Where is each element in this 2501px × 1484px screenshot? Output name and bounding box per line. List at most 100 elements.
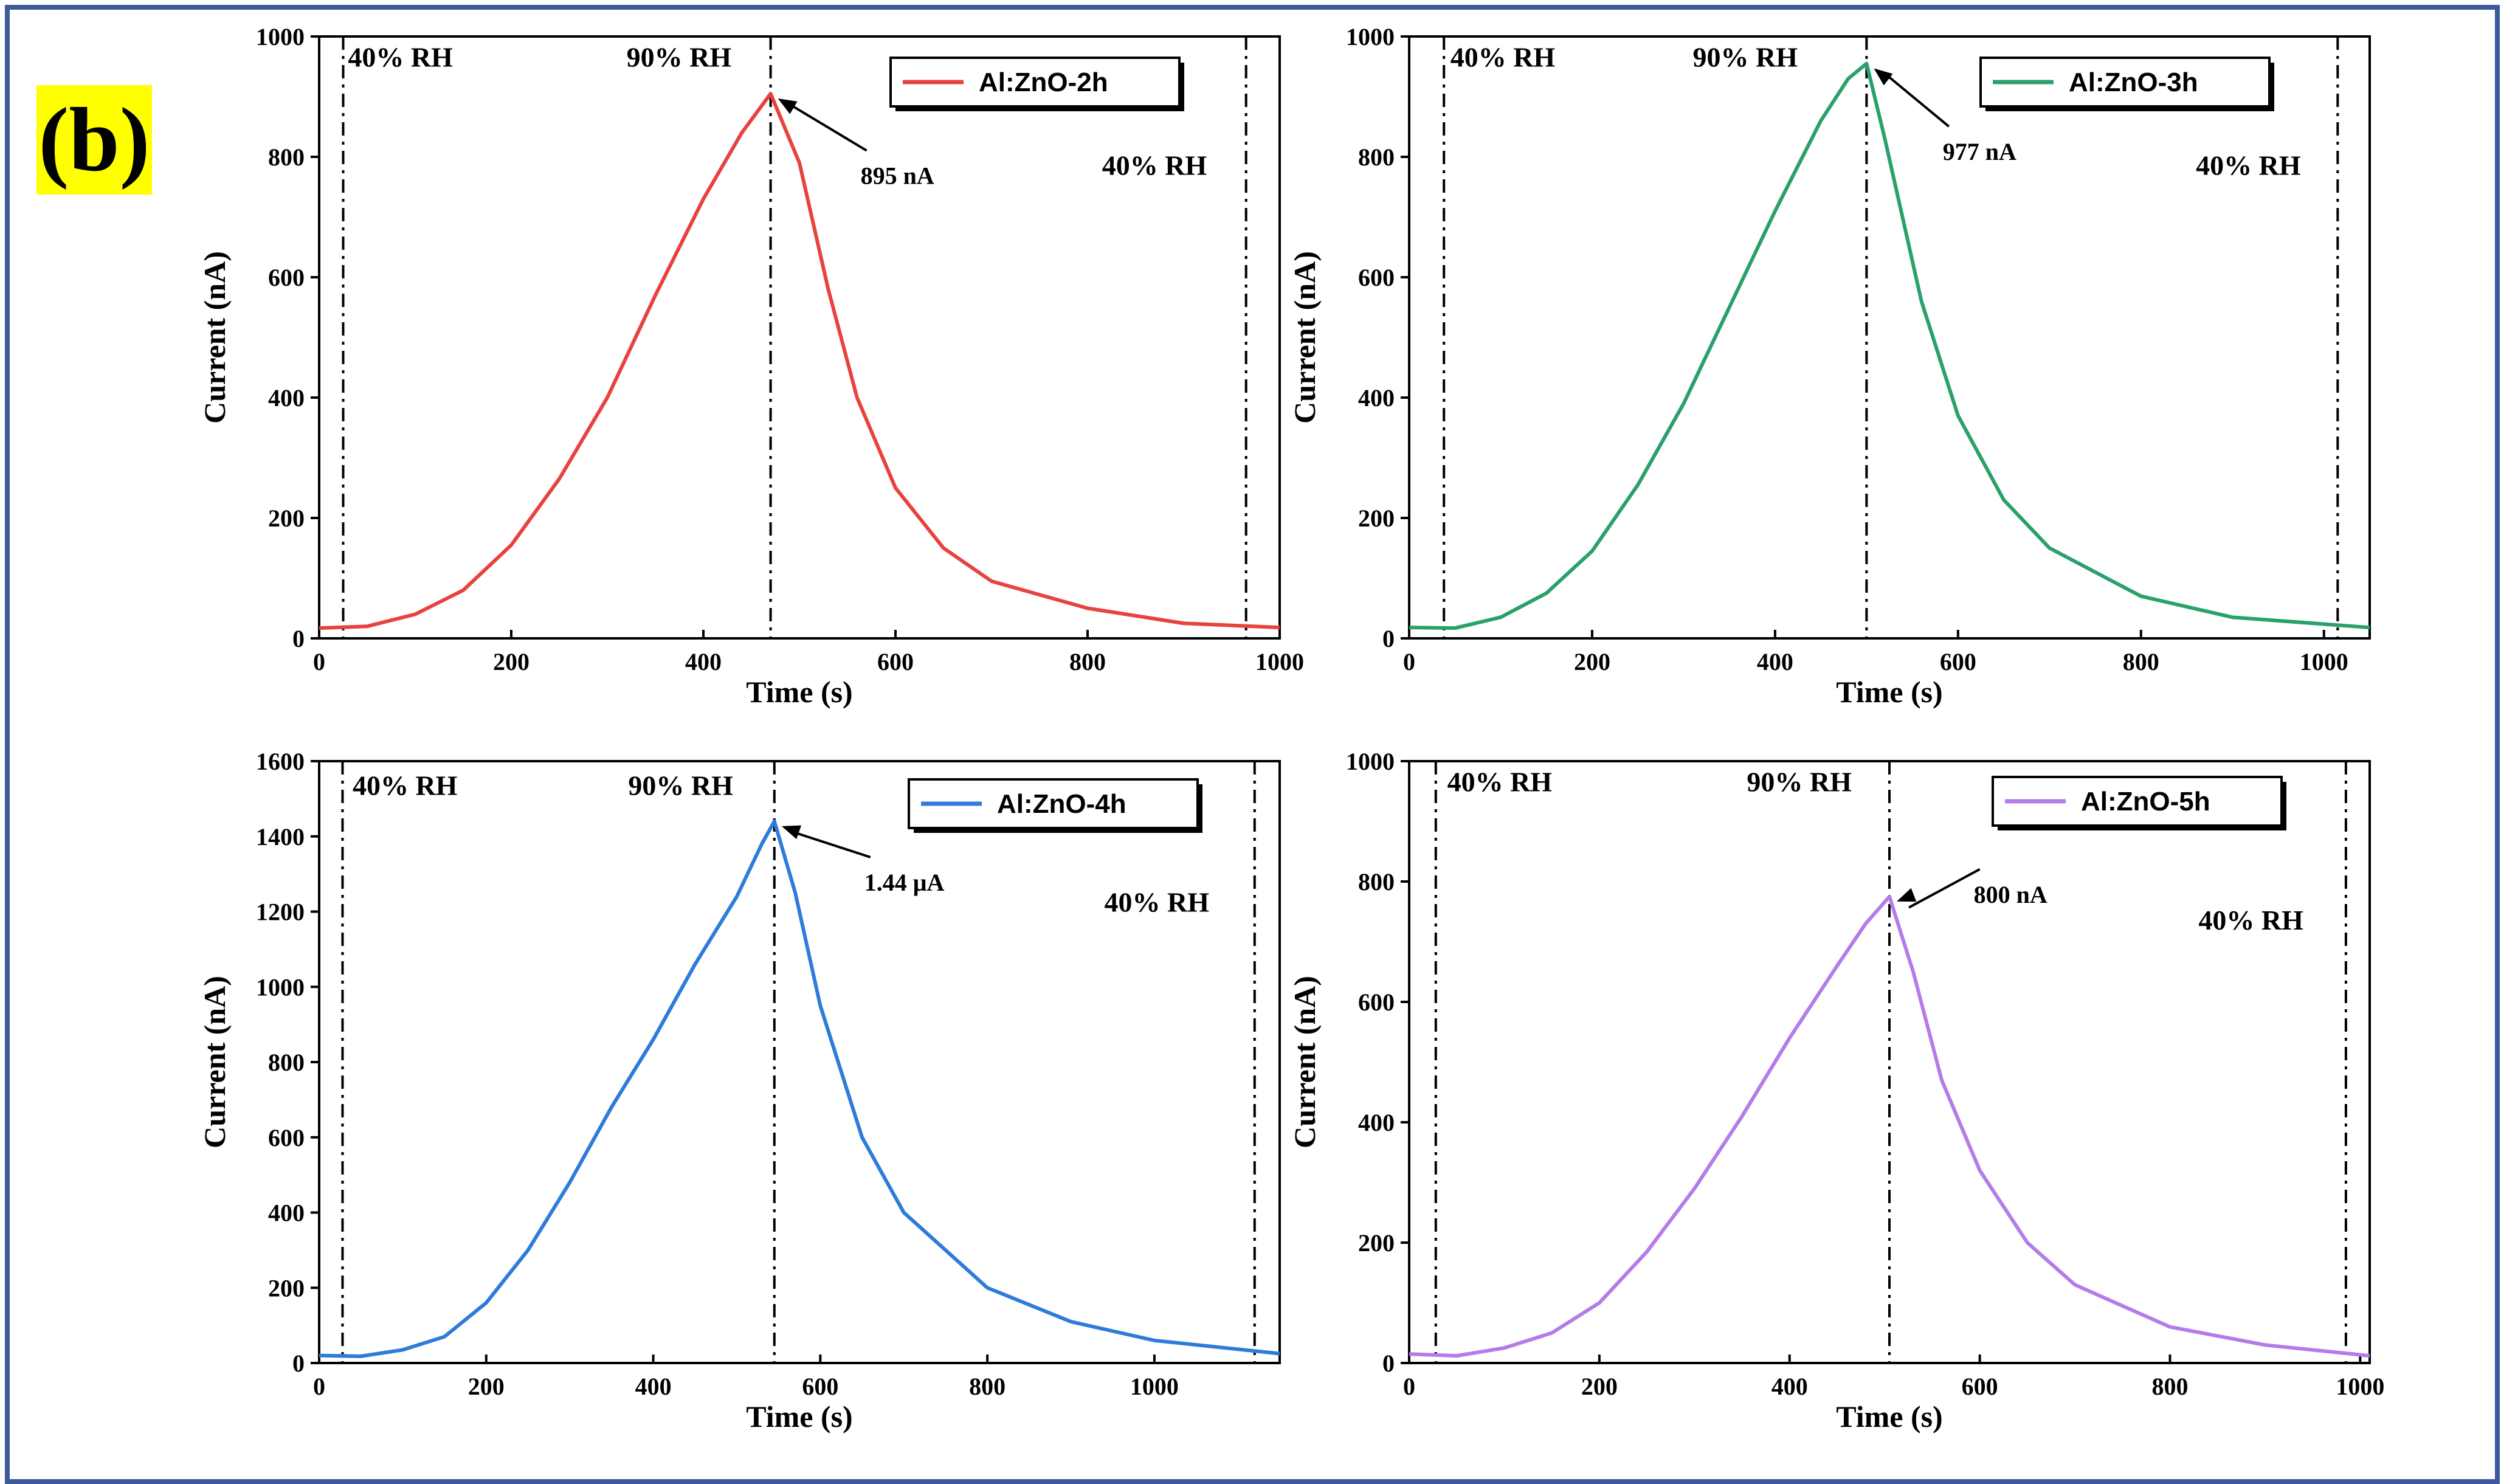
x-tick-label: 600 — [802, 1373, 838, 1400]
y-tick-label: 800 — [268, 1049, 305, 1076]
y-tick-label: 400 — [268, 384, 305, 412]
chart-3: 0 200 400 600 800 1000 0 200 400 600 800 1000 1200 14… — [198, 748, 1281, 1434]
rh-label: 90% RH — [1692, 42, 1798, 73]
plot-frame — [318, 35, 1281, 640]
x-axis-title: Time (s) — [746, 675, 852, 709]
y-tick-label: 800 — [1358, 143, 1395, 171]
y-axis-title: Current (nA) — [1288, 251, 1322, 424]
chart-1: 0 200 400 600 800 1000 0 200 400 600 800 1000 Time (… — [198, 23, 1304, 709]
annotation-label: 1.44 μA — [864, 869, 945, 896]
series-line — [1409, 894, 2370, 1358]
rh-label: 40% RH — [1447, 767, 1553, 798]
x-tick-label: 400 — [685, 648, 722, 675]
series-line — [1409, 61, 2370, 630]
plot-frame — [1408, 35, 2371, 640]
y-tick-label: 400 — [268, 1199, 305, 1227]
y-axis-title: Current (nA) — [198, 976, 232, 1148]
y-tick-label: 1000 — [256, 973, 305, 1001]
y-tick-label: 400 — [1358, 1109, 1395, 1136]
x-tick-label: 400 — [635, 1373, 672, 1400]
x-tick-label: 400 — [1757, 648, 1793, 675]
figure-frame — [5, 5, 2500, 1484]
x-tick-label: 600 — [877, 648, 914, 675]
y-tick-label: 1000 — [1346, 748, 1395, 775]
rh-label: 40% RH — [1104, 887, 1209, 918]
y-tick-label: 1000 — [256, 23, 305, 50]
y-tick-label: 600 — [268, 264, 305, 291]
y-tick-label: 800 — [268, 143, 305, 171]
y-axis-title: Current (nA) — [198, 251, 232, 424]
annotation-arrowhead — [1897, 888, 1917, 902]
rh-label: 90% RH — [628, 770, 733, 801]
y-tick-label: 400 — [1358, 384, 1395, 412]
x-tick-label: 1000 — [1130, 1373, 1179, 1400]
annotation-label: 800 nA — [1974, 881, 2047, 908]
x-tick-label: 800 — [2123, 648, 2159, 675]
rh-label: 40% RH — [1451, 42, 1556, 73]
x-tick-label: 400 — [1771, 1373, 1808, 1400]
y-axis-title: Current (nA) — [1288, 976, 1322, 1148]
y-tick-label: 1000 — [1346, 23, 1395, 50]
legend-label: Al:ZnO-5h — [2081, 787, 2210, 816]
annotation-arrow-line — [1885, 74, 1950, 128]
y-tick-label: 0 — [292, 1350, 305, 1377]
y-tick-label: 200 — [1358, 505, 1395, 532]
x-tick-label: 1000 — [1255, 648, 1304, 675]
panel-label: (b) — [36, 85, 152, 195]
rh-label: 40% RH — [353, 770, 458, 801]
annotation-arrowhead — [778, 98, 798, 114]
x-tick-label: 0 — [313, 1373, 325, 1400]
x-tick-label: 0 — [1403, 648, 1415, 675]
y-tick-label: 600 — [1358, 264, 1395, 291]
x-tick-label: 200 — [493, 648, 530, 675]
rh-label: 40% RH — [1102, 150, 1207, 181]
y-tick-label: 200 — [268, 505, 305, 532]
y-tick-label: 600 — [268, 1124, 305, 1151]
x-tick-label: 600 — [1962, 1373, 1998, 1400]
x-axis-title: Time (s) — [1836, 675, 1942, 709]
y-tick-label: 600 — [1358, 989, 1395, 1016]
rh-label: 90% RH — [627, 42, 732, 73]
x-tick-label: 1000 — [2300, 648, 2348, 675]
x-tick-label: 800 — [2151, 1373, 2188, 1400]
chart-4: 0 200 400 600 800 1000 0 200 400 600 800 1000 Time (… — [1288, 748, 2384, 1434]
x-axis-title: Time (s) — [746, 1399, 852, 1434]
legend-label: Al:ZnO-4h — [997, 789, 1126, 819]
annotation-arrowhead — [1874, 68, 1893, 86]
annotation-arrow-line — [1908, 868, 1981, 909]
chart-2: 0 200 400 600 800 1000 0 200 400 600 800 1000 Time (… — [1288, 23, 2371, 709]
annotation-arrow-line — [793, 831, 871, 858]
rh-label: 40% RH — [348, 42, 453, 73]
x-tick-label: 800 — [969, 1373, 1006, 1400]
y-tick-label: 0 — [292, 625, 305, 652]
x-tick-label: 0 — [1403, 1373, 1415, 1400]
y-tick-label: 0 — [1382, 1350, 1395, 1377]
legend-label: Al:ZnO-3h — [2069, 67, 2198, 97]
rh-label: 40% RH — [2196, 150, 2301, 181]
annotation-label: 977 nA — [1943, 138, 2016, 165]
y-tick-label: 1200 — [256, 899, 305, 926]
x-tick-label: 200 — [1574, 648, 1610, 675]
series-line — [319, 92, 1280, 630]
y-tick-label: 200 — [1358, 1229, 1395, 1257]
annotation-arrowhead — [781, 825, 802, 840]
legend-label: Al:ZnO-2h — [979, 67, 1108, 97]
x-tick-label: 200 — [1581, 1373, 1618, 1400]
rh-label: 90% RH — [1747, 767, 1852, 798]
annotation-arrow-line — [789, 103, 868, 152]
annotation-label: 895 nA — [861, 162, 934, 190]
plot-frame — [318, 760, 1281, 1364]
rh-label: 40% RH — [2198, 905, 2303, 936]
y-tick-label: 200 — [268, 1274, 305, 1302]
x-tick-label: 800 — [1069, 648, 1106, 675]
x-tick-label: 1000 — [2336, 1373, 2384, 1400]
x-tick-label: 600 — [1940, 648, 1976, 675]
series-line — [319, 820, 1280, 1358]
x-tick-label: 200 — [468, 1373, 505, 1400]
x-tick-label: 0 — [313, 648, 325, 675]
y-tick-label: 1400 — [256, 823, 305, 851]
x-axis-title: Time (s) — [1836, 1399, 1942, 1434]
y-tick-label: 1600 — [256, 748, 305, 775]
y-tick-label: 0 — [1382, 625, 1395, 652]
